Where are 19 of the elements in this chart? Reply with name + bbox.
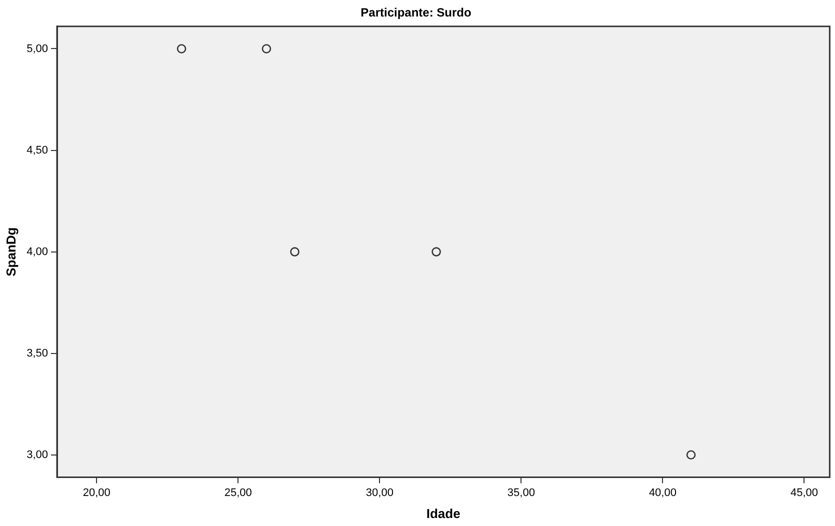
point (262, 44, 272, 54)
point (290, 247, 300, 256)
point (176, 44, 186, 54)
x-tick-label: 20,00 (82, 486, 110, 499)
x-tick-label: 25,00 (224, 486, 252, 499)
x-tick-label: 35,00 (507, 486, 535, 499)
y-tick-label: 4,50 (26, 144, 48, 156)
x-tick-label: 40,00 (648, 486, 676, 499)
y-tick-label: 4,00 (26, 246, 48, 258)
x-axis-title: Idade (426, 506, 460, 521)
y-tick-label: 5,00 (26, 42, 48, 55)
point (432, 247, 441, 256)
y-axis-title: SpanDg (3, 227, 18, 276)
chart-title: Participante: Surdo (360, 6, 472, 20)
y-tick-label: 3,50 (26, 347, 48, 360)
x-tick-label: 30,00 (366, 486, 394, 499)
x-tick-label: 45,00 (790, 486, 818, 499)
point (686, 450, 696, 460)
y-tick-label: 3,00 (26, 448, 48, 461)
